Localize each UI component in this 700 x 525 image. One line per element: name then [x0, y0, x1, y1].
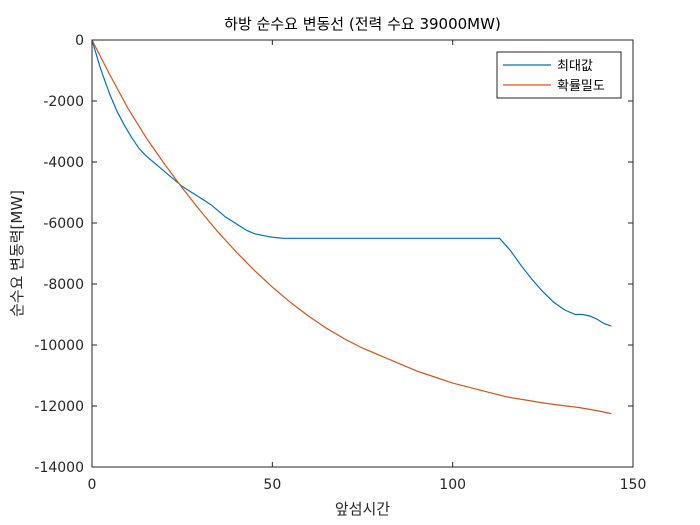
x-tick-label: 0 [88, 477, 97, 493]
y-tick-label: -14000 [34, 460, 84, 476]
y-tick-label: -10000 [34, 338, 84, 354]
y-tick-label: -6000 [43, 216, 84, 232]
x-tick-label: 50 [263, 477, 281, 493]
y-tick-label: 0 [75, 33, 84, 49]
x-tick-label: 100 [439, 477, 466, 493]
legend-label: 확률밀도 [557, 79, 605, 94]
y-axis-title: 순수요 변동력[MW] [8, 190, 26, 317]
ticks-layer: 0 50 100 150 0 -2000 -4000 -6000 -8000 -10000 -120… [34, 33, 646, 493]
series-line-2 [91, 39, 612, 415]
series-layer [91, 39, 612, 415]
y-tick-label: -4000 [43, 155, 84, 171]
x-axis-title: 앞섬시간 [335, 500, 390, 518]
legend-label: 최대값 [557, 59, 593, 74]
legend-box [496, 51, 622, 99]
x-tick-label: 150 [620, 477, 647, 493]
y-tick-label: -12000 [34, 399, 84, 415]
chart-title: 하방 순수요 변동선 (전력 수요 39000MW) [224, 15, 501, 33]
y-tick-label: -8000 [43, 277, 84, 293]
plot-frame [91, 39, 634, 468]
plot-area [92, 40, 633, 467]
y-tick-label: -2000 [43, 94, 84, 110]
series-line-1 [91, 39, 612, 327]
